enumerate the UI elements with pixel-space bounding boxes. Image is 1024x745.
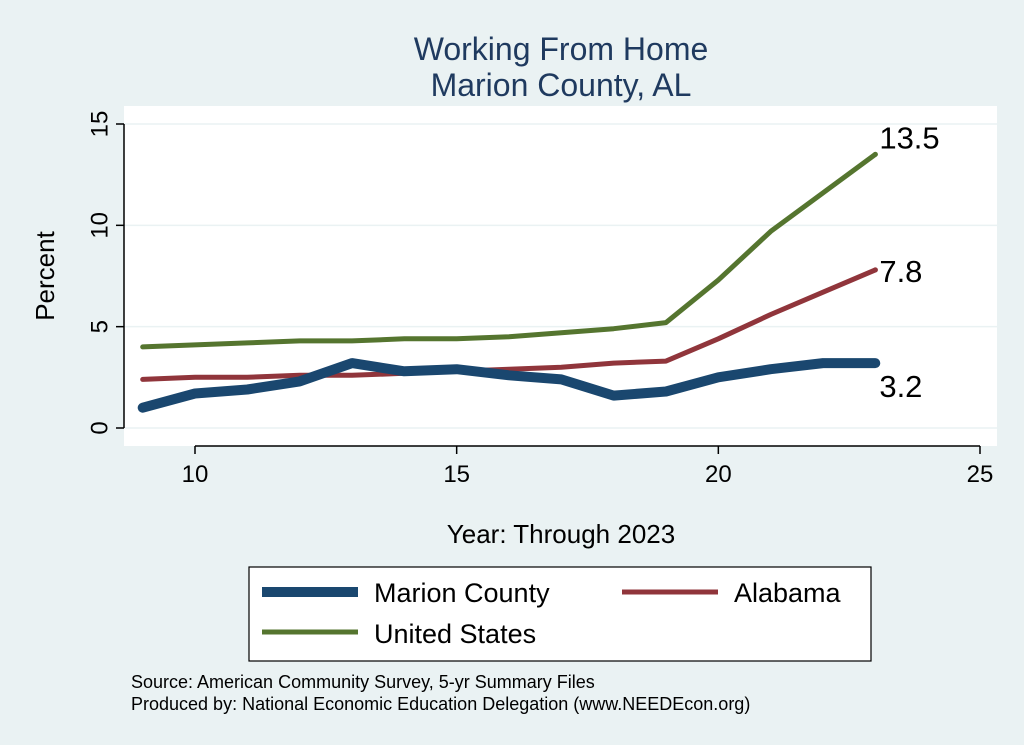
legend-label-united-states: United States — [374, 619, 536, 649]
end-labels: 13.5 7.8 3.2 — [879, 120, 939, 404]
series-lines — [137, 151, 881, 413]
y-tick-label-5: 5 — [86, 320, 113, 333]
legend-label-marion-county: Marion County — [374, 578, 550, 608]
y-tick-label-15: 15 — [86, 111, 113, 138]
series-end-point-united-states — [872, 151, 878, 157]
series-line-marion-county — [137, 358, 881, 413]
source-note: Source: American Community Survey, 5-yr … — [131, 672, 595, 692]
end-label-marion-county: 3.2 — [879, 369, 922, 404]
series-end-point-marion-county — [872, 360, 878, 366]
y-axis-title: Percent — [30, 230, 60, 320]
legend: Marion County Alabama United States — [248, 566, 872, 662]
chart-title-line-1: Working From Home — [414, 31, 709, 67]
y-tick-label-10: 10 — [86, 212, 113, 239]
end-label-united-states: 13.5 — [879, 120, 939, 155]
gridlines — [124, 123, 997, 429]
y-tick-label-0: 0 — [86, 421, 113, 434]
legend-label-alabama: Alabama — [734, 578, 842, 608]
x-tick-label-20: 20 — [705, 461, 732, 488]
series-line-united-states — [140, 151, 878, 350]
chart-title-line-2: Marion County, AL — [431, 67, 692, 103]
producer-note: Produced by: National Economic Education… — [131, 694, 750, 714]
x-axis-title: Year: Through 2023 — [447, 519, 675, 549]
x-tick-label-10: 10 — [182, 461, 209, 488]
legend-box — [248, 566, 872, 662]
series-end-point-alabama — [872, 267, 878, 273]
axes: 0 5 10 15 10 15 20 25 — [86, 111, 993, 488]
x-tick-label-25: 25 — [967, 461, 994, 488]
series-line-alabama — [140, 267, 878, 382]
end-label-alabama: 7.8 — [879, 254, 922, 289]
x-tick-label-15: 15 — [443, 461, 470, 488]
